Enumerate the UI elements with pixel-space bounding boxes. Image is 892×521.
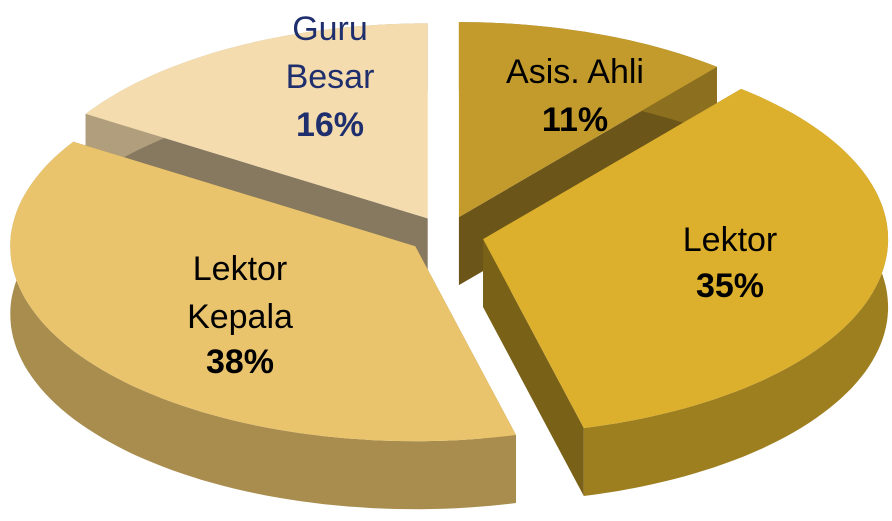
slice: [10, 141, 517, 442]
slice: [458, 22, 717, 218]
slice-value-label: 38%: [205, 343, 275, 381]
slice-value-label: 11%: [541, 101, 609, 139]
slice: [85, 23, 428, 219]
slice-label: Guru Besar: [285, 10, 375, 96]
slice-value-label: 35%: [695, 267, 765, 305]
slice-label: Lektor Kepala: [187, 250, 293, 336]
slice-value-label: 16%: [295, 106, 365, 144]
slice-side: [483, 239, 584, 496]
slice: [483, 88, 889, 429]
slice-label: Lektor: [682, 221, 778, 259]
slice-label: Asis. Ahli: [506, 53, 644, 91]
slice-wall: [10, 141, 517, 510]
